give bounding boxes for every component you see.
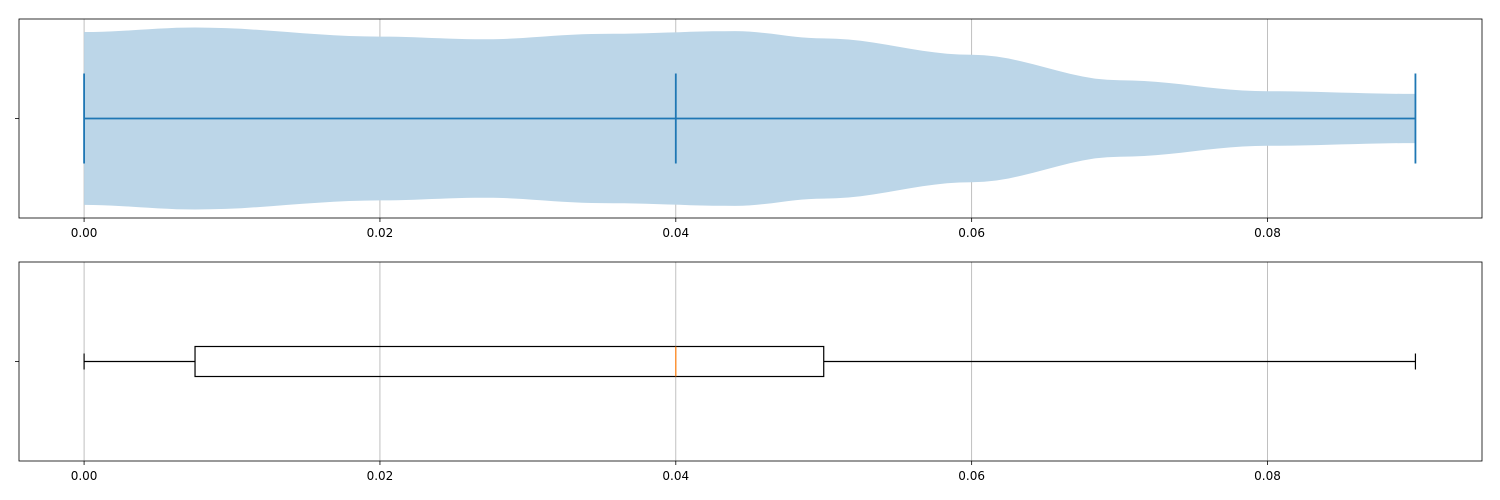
x-tick-label: 0.02 — [367, 469, 394, 483]
x-tick-label: 0.08 — [1254, 226, 1281, 240]
axes-frame — [18, 18, 1483, 219]
x-tick-label: 0.06 — [958, 469, 985, 483]
axes-frame — [18, 261, 1483, 462]
violin-panel: 0.00 0.02 0.04 0.06 0.08 — [15, 18, 1483, 240]
x-tick-label: 0.02 — [367, 226, 394, 240]
boxplot-panel: 0.00 0.02 0.04 0.06 0.08 — [15, 261, 1483, 483]
x-tick-label: 0.08 — [1254, 469, 1281, 483]
x-tick-label: 0.04 — [662, 226, 689, 240]
x-tick-label: 0.06 — [958, 226, 985, 240]
x-tick-label: 0.04 — [662, 469, 689, 483]
x-tick-label: 0.00 — [71, 226, 98, 240]
x-tick-label: 0.00 — [71, 469, 98, 483]
box — [194, 345, 825, 378]
